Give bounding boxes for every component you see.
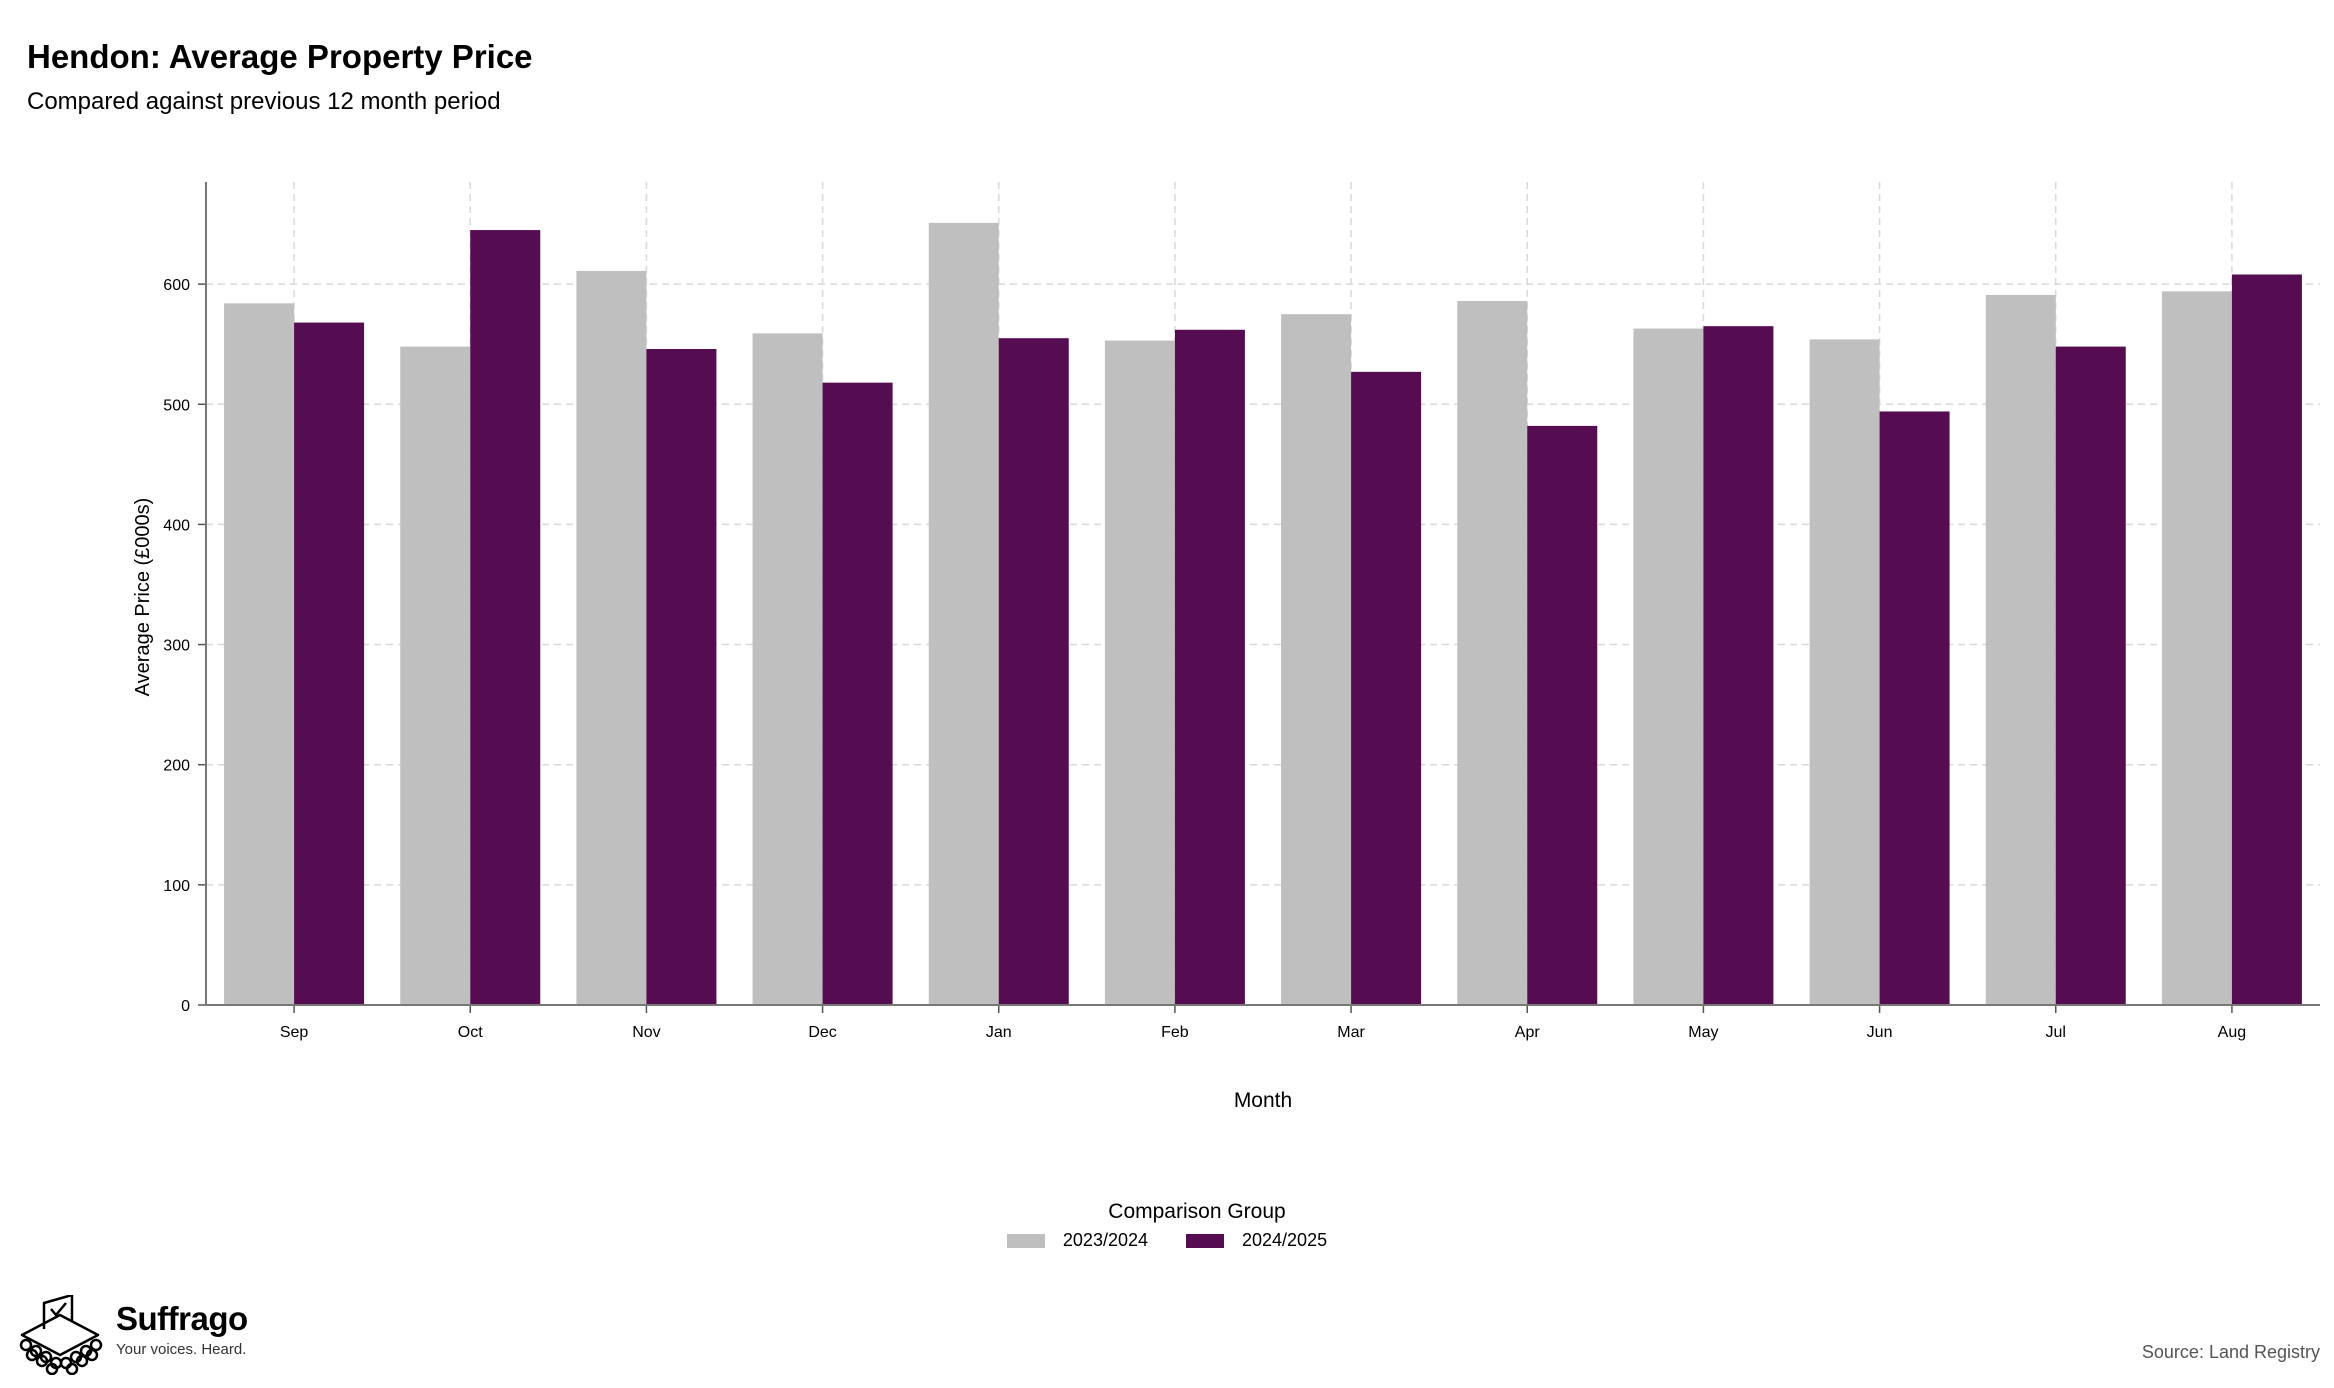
chart-subtitle: Compared against previous 12 month perio… [27, 88, 501, 115]
ballot-box-icon [19, 1295, 103, 1375]
bar-2024-2025-jan [998, 338, 1069, 1005]
x-axis-label: Month [1234, 1089, 1292, 1112]
x-tick-label: Jan [986, 1024, 1012, 1041]
legend-title: Comparison Group [1108, 1200, 1286, 1223]
bars [224, 222, 2302, 1006]
x-tick-label: Sep [280, 1024, 309, 1041]
legend-swatch-2024-2025 [1186, 1233, 1224, 1248]
x-tick-label: Feb [1161, 1024, 1189, 1041]
suffrago-logo: Suffrago Your voices. Heard. [14, 1295, 248, 1375]
bar-2024-2025-jul [2055, 346, 2126, 1006]
x-tick-label: Oct [458, 1024, 483, 1041]
bar-2023-2024-dec [752, 333, 823, 1006]
x-tick-label: Jun [1867, 1024, 1893, 1041]
bar-2023-2024-may [1633, 328, 1704, 1005]
legend-items: 2023/2024 2024/2025 [0, 1230, 2334, 1251]
bar-2023-2024-mar [1281, 314, 1352, 1005]
bar-2024-2025-apr [1527, 425, 1598, 1005]
y-tick-label: 300 [163, 638, 190, 655]
x-tick-label: Mar [1337, 1024, 1365, 1041]
bar-2023-2024-nov [576, 270, 647, 1005]
bar-2023-2024-jul [1985, 294, 2056, 1005]
y-tick-label: 0 [181, 998, 190, 1015]
bar-2024-2025-aug [2231, 274, 2302, 1005]
y-tick-label: 500 [163, 397, 190, 414]
bar-2023-2024-apr [1457, 300, 1528, 1005]
legend-item-2023-2024: 2023/2024 [1006, 1230, 1148, 1251]
logo-tagline: Your voices. Heard. [116, 1341, 247, 1358]
x-tick-label: Nov [632, 1024, 660, 1041]
bar-2023-2024-oct [400, 346, 471, 1006]
axes: Average Price (£000s) Month 0 100 200 300 40… [132, 182, 2320, 1112]
source-note: Source: Land Registry [2141, 1342, 2320, 1362]
y-tick-label: 600 [163, 277, 190, 294]
bar-2024-2025-sep [294, 322, 365, 1005]
y-tick-label: 400 [163, 517, 190, 534]
logo-name: Suffrago [116, 1300, 248, 1337]
y-tick-label: 200 [163, 758, 190, 775]
bar-2024-2025-mar [1351, 371, 1422, 1005]
bar-2023-2024-sep [224, 303, 295, 1006]
bar-2024-2025-oct [470, 230, 541, 1005]
bar-2023-2024-jun [1809, 339, 1880, 1005]
bar-2023-2024-aug [2161, 291, 2232, 1005]
bar-2024-2025-dec [822, 382, 893, 1005]
bar-2024-2025-may [1703, 326, 1774, 1005]
x-tick-label: Aug [2218, 1024, 2246, 1041]
bar-2023-2024-feb [1104, 340, 1175, 1005]
legend-label-2023-2024: 2023/2024 [1062, 1230, 1148, 1250]
legend-label-2024-2025: 2024/2025 [1242, 1230, 1328, 1250]
y-axis-label: Average Price (£000s) [132, 498, 154, 697]
bar-2024-2025-nov [646, 349, 717, 1005]
x-tick-label: Dec [808, 1024, 836, 1041]
x-tick-label: Jul [2046, 1024, 2066, 1041]
legend-item-2024-2025: 2024/2025 [1186, 1230, 1327, 1251]
bar-2023-2024-jan [928, 222, 999, 1006]
legend-swatch-2023-2024 [1006, 1233, 1045, 1248]
x-tick-label: Apr [1515, 1024, 1541, 1041]
x-tick-label: May [1688, 1024, 1718, 1041]
chart-title: Hendon: Average Property Price [27, 38, 533, 75]
bar-2024-2025-jun [1879, 411, 1950, 1005]
legend: Comparison Group 2023/2024 2024/2025 [0, 1200, 2334, 1251]
y-tick-label: 100 [163, 878, 190, 895]
bar-2024-2025-feb [1174, 329, 1245, 1006]
